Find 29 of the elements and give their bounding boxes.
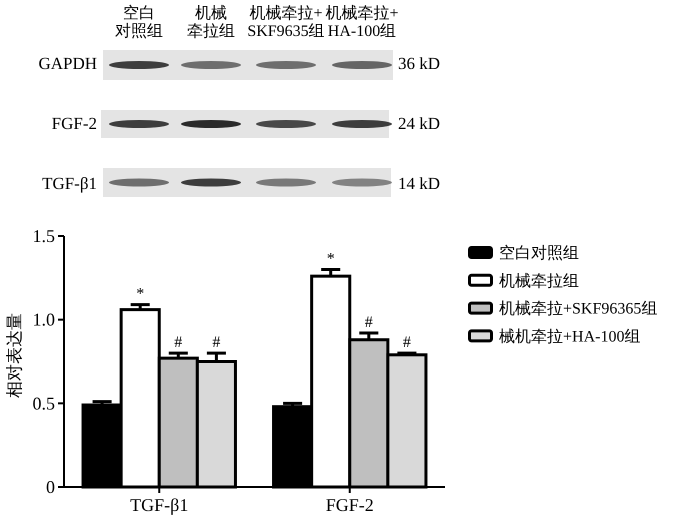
legend-label: 空白对照组 xyxy=(499,244,579,262)
text: GAPDH xyxy=(38,54,97,73)
text: FGF-2 xyxy=(52,114,97,133)
data-label: # xyxy=(212,334,220,352)
text: HA-100组 xyxy=(328,23,396,40)
legend-label: 机械牵拉组 xyxy=(499,272,579,290)
y-tick-label: 0 xyxy=(46,477,55,497)
text: 14 kD xyxy=(398,174,440,193)
data-label: # xyxy=(174,334,182,352)
y-tick-label: 1.0 xyxy=(32,310,55,330)
y-tick-label: 1.5 xyxy=(32,226,55,246)
y-tick-label: 0.5 xyxy=(32,393,55,414)
text: TGF-β1 xyxy=(42,174,97,193)
text: 牵拉组 xyxy=(187,23,235,40)
text: 机械牵拉+ xyxy=(249,4,323,22)
y-axis-title: 相对表达量 xyxy=(5,313,24,398)
text: 机械牵拉+ xyxy=(325,4,399,22)
legend-label: 械机牵拉+HA-100组 xyxy=(499,327,640,346)
data-label: # xyxy=(402,334,411,352)
text: 机械 xyxy=(195,4,227,22)
data-label: * xyxy=(136,286,144,303)
data-label: * xyxy=(326,250,335,268)
text: 24 kD xyxy=(398,114,440,133)
legend-label: 机械牵拉+SKF96365组 xyxy=(499,300,658,318)
text: 36 kD xyxy=(398,54,440,73)
text: 对照组 xyxy=(115,22,163,40)
data-label: # xyxy=(364,314,373,332)
text: 空白 xyxy=(123,4,155,22)
text: SKF9635组 xyxy=(247,23,325,40)
